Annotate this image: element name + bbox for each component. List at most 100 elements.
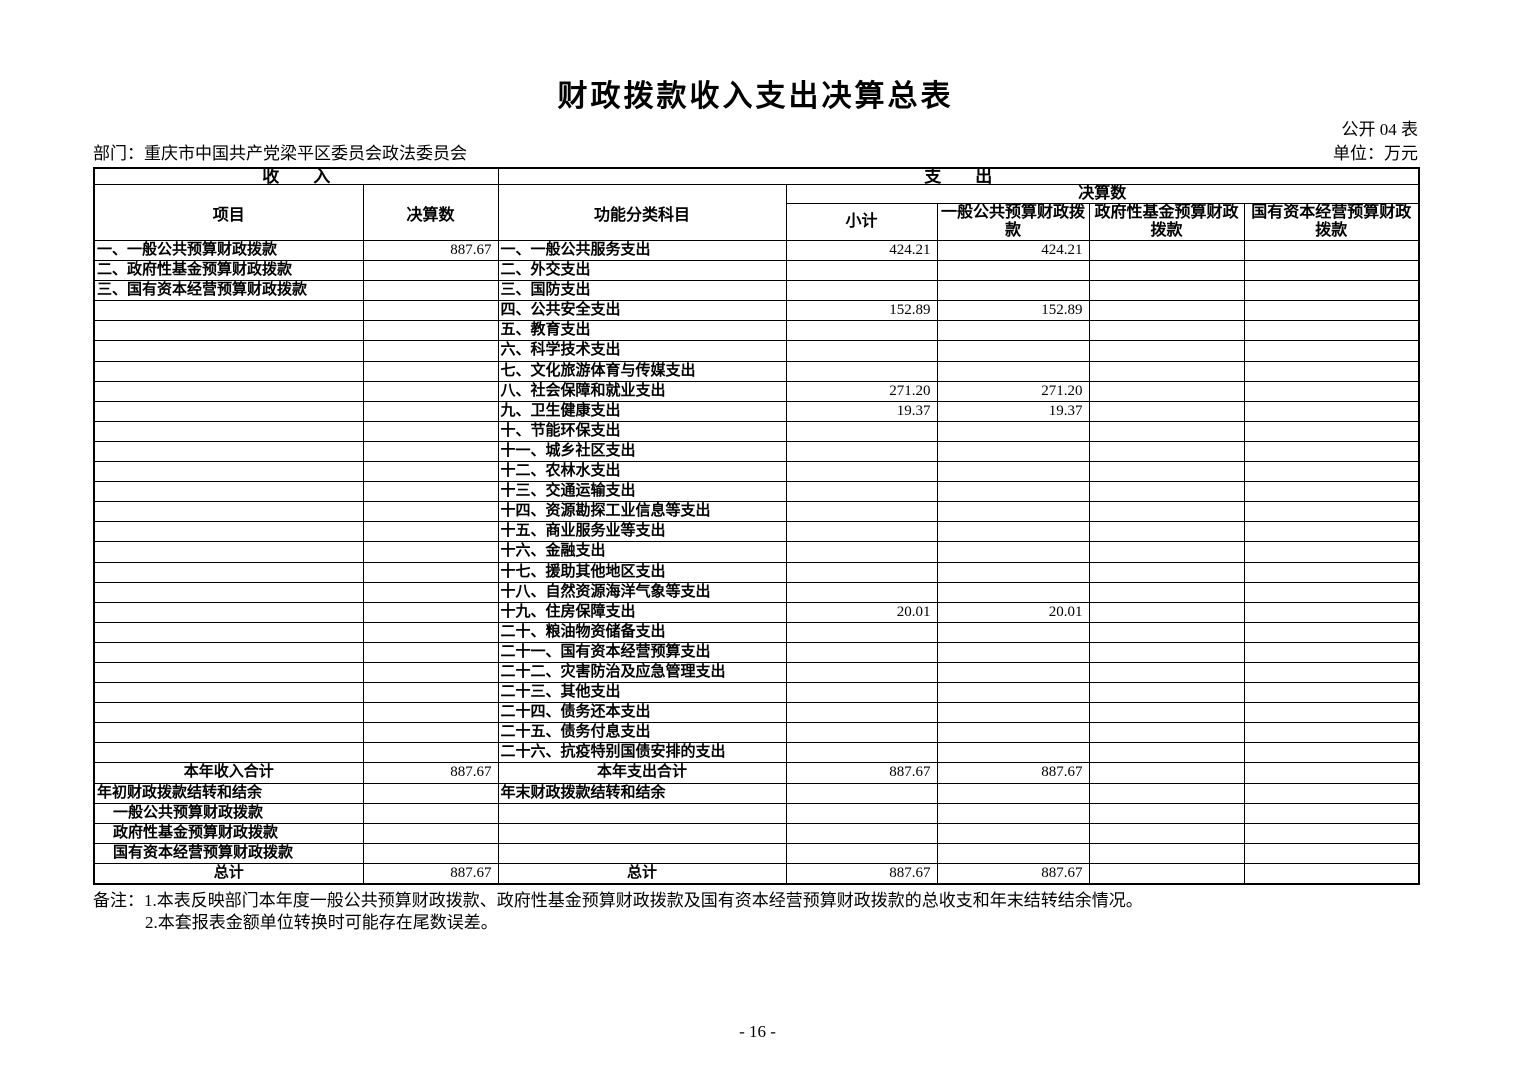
expense-general-cell: 887.67 bbox=[936, 762, 1090, 784]
income-item-cell bbox=[93, 581, 364, 603]
expense-statecap-cell bbox=[1243, 561, 1420, 583]
expense-general-cell bbox=[936, 682, 1090, 704]
income-item-cell: 一、一般公共预算财政拨款 bbox=[93, 239, 364, 262]
expense-subtotal-cell bbox=[785, 440, 938, 463]
income-item-cell: 年初财政拨款结转和结余 bbox=[93, 782, 364, 804]
table-row: 六、科学技术支出 bbox=[93, 340, 1420, 362]
expense-govfund-cell bbox=[1088, 722, 1245, 744]
table-row: 政府性基金预算财政拨款 bbox=[93, 822, 1420, 844]
expense-item-cell: 九、卫生健康支出 bbox=[497, 400, 787, 422]
expense-item-cell: 十三、交通运输支出 bbox=[497, 481, 787, 503]
expense-govfund-cell bbox=[1088, 782, 1245, 804]
income-item-cell bbox=[93, 702, 364, 724]
expense-govfund-cell bbox=[1088, 581, 1245, 603]
expense-general-cell bbox=[936, 842, 1090, 864]
expense-general-cell bbox=[936, 440, 1090, 463]
expense-govfund-cell bbox=[1088, 420, 1245, 442]
table-row: 十六、金融支出 bbox=[93, 541, 1420, 563]
budget-table: 收 入 支 出 项目 决算数 功能分类科目 决算数 小计 一般公共预算财政拨款 … bbox=[93, 167, 1421, 885]
expense-general-cell bbox=[936, 742, 1090, 764]
income-item-cell bbox=[93, 682, 364, 704]
expense-item-cell: 十二、农林水支出 bbox=[497, 461, 787, 483]
expense-govfund-cell bbox=[1088, 360, 1245, 382]
expense-general-cell bbox=[936, 260, 1090, 282]
form-code: 公开 04 表 bbox=[1341, 120, 1419, 139]
table-row: 十七、援助其他地区支出 bbox=[93, 561, 1420, 583]
income-item-cell: 总计 bbox=[93, 862, 364, 885]
income-item-cell bbox=[93, 340, 364, 362]
expense-statecap-cell bbox=[1243, 481, 1420, 503]
expense-govfund-cell bbox=[1088, 742, 1245, 764]
expense-statecap-cell bbox=[1243, 581, 1420, 603]
income-item-cell bbox=[93, 400, 364, 422]
income-amount-cell bbox=[362, 601, 499, 623]
income-amount-cell bbox=[362, 360, 499, 382]
expense-general-cell bbox=[936, 461, 1090, 483]
expense-value-group-header: 决算数 bbox=[785, 184, 1420, 204]
expense-general-cell: 887.67 bbox=[936, 862, 1090, 885]
expense-statecap-cell bbox=[1243, 621, 1420, 643]
expense-govfund-cell bbox=[1088, 521, 1245, 543]
expense-item-cell: 二十四、债务还本支出 bbox=[497, 702, 787, 724]
expense-subtotal-cell bbox=[785, 260, 938, 282]
expense-govfund-cell bbox=[1088, 440, 1245, 463]
expense-statecap-cell bbox=[1243, 802, 1420, 824]
income-amount-cell bbox=[362, 260, 499, 282]
expense-general-cell bbox=[936, 802, 1090, 824]
state-capital-col-header: 国有资本经营预算财政拨款 bbox=[1243, 203, 1420, 241]
income-amount-cell: 887.67 bbox=[362, 862, 499, 885]
meta-row: 部门：重庆市中国共产党梁平区委员会政法委员会 单位：万元 bbox=[93, 143, 1418, 164]
income-amount-cell bbox=[362, 581, 499, 603]
income-item-cell bbox=[93, 300, 364, 322]
expense-govfund-cell bbox=[1088, 380, 1245, 402]
expense-general-cell bbox=[936, 360, 1090, 382]
expense-general-cell bbox=[936, 621, 1090, 643]
table-row: 十三、交通运输支出 bbox=[93, 481, 1420, 503]
expense-subtotal-cell bbox=[785, 682, 938, 704]
table-row: 二十三、其他支出 bbox=[93, 682, 1420, 704]
expense-general-cell: 152.89 bbox=[936, 300, 1090, 322]
table-row: 本年收入合计 887.67 本年支出合计 887.67 887.67 bbox=[93, 762, 1420, 784]
income-item-cell bbox=[93, 440, 364, 463]
income-amount-cell bbox=[362, 461, 499, 483]
expense-general-cell bbox=[936, 420, 1090, 442]
expense-item-cell: 二十三、其他支出 bbox=[497, 682, 787, 704]
table-row: 三、国有资本经营预算财政拨款 三、国防支出 bbox=[93, 280, 1420, 302]
table-row: 二十、粮油物资储备支出 bbox=[93, 621, 1420, 643]
expense-general-cell bbox=[936, 481, 1090, 503]
income-item-cell bbox=[93, 722, 364, 744]
income-amount-cell bbox=[362, 641, 499, 663]
expense-govfund-cell bbox=[1088, 501, 1245, 523]
expense-subtotal-cell bbox=[785, 742, 938, 764]
income-item-cell bbox=[93, 641, 364, 663]
expense-item-cell: 十七、援助其他地区支出 bbox=[497, 561, 787, 583]
expense-subtotal-cell bbox=[785, 420, 938, 442]
expense-govfund-cell bbox=[1088, 661, 1245, 684]
table-row: 十、节能环保支出 bbox=[93, 420, 1420, 442]
expense-subtotal-cell bbox=[785, 280, 938, 302]
expense-govfund-cell bbox=[1088, 822, 1245, 844]
expense-subtotal-cell bbox=[785, 340, 938, 362]
expense-general-cell bbox=[936, 782, 1090, 804]
expense-item-cell: 年末财政拨款结转和结余 bbox=[497, 782, 787, 804]
expense-general-cell bbox=[936, 340, 1090, 362]
expense-subtotal-cell bbox=[785, 621, 938, 643]
expense-govfund-cell bbox=[1088, 280, 1245, 302]
expense-general-cell bbox=[936, 641, 1090, 663]
expense-item-cell: 十四、资源勘探工业信息等支出 bbox=[497, 501, 787, 523]
expense-statecap-cell bbox=[1243, 541, 1420, 563]
table-row: 二十五、债务付息支出 bbox=[93, 722, 1420, 744]
expense-item-cell: 八、社会保障和就业支出 bbox=[497, 380, 787, 402]
expense-statecap-cell bbox=[1243, 239, 1420, 262]
table-row: 十四、资源勘探工业信息等支出 bbox=[93, 501, 1420, 523]
expense-subtotal-cell bbox=[785, 481, 938, 503]
expense-statecap-cell bbox=[1243, 661, 1420, 684]
expense-subtotal-cell bbox=[785, 782, 938, 804]
expense-statecap-cell bbox=[1243, 280, 1420, 302]
income-item-cell bbox=[93, 521, 364, 543]
expense-govfund-cell bbox=[1088, 601, 1245, 623]
income-amount-cell bbox=[362, 621, 499, 643]
expense-item-cell: 一、一般公共服务支出 bbox=[497, 239, 787, 262]
expense-item-cell: 二、外交支出 bbox=[497, 260, 787, 282]
expense-statecap-cell bbox=[1243, 762, 1420, 784]
